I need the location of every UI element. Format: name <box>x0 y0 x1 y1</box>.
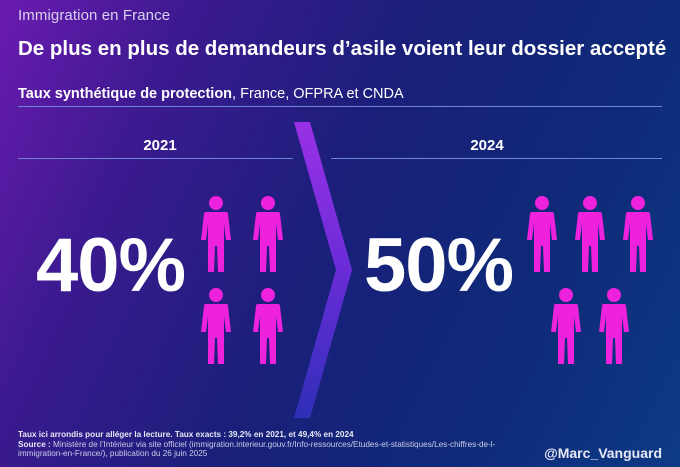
author-handle: @Marc_Vanguard <box>544 445 662 461</box>
rounding-note: Taux ici arrondis pour alléger la lectur… <box>18 430 354 439</box>
page-title: De plus en plus de demandeurs d’asile vo… <box>18 37 667 60</box>
person-icon <box>575 196 605 272</box>
value-2024: 50% <box>364 223 514 308</box>
subtitle: Taux synthétique de protection, France, … <box>18 86 404 102</box>
source-note: Source : Ministère de l’Intérieur via si… <box>18 439 496 459</box>
value-2021: 40% <box>36 223 186 308</box>
subtitle-bold: Taux synthétique de protection <box>18 86 233 102</box>
person-icon <box>201 196 231 272</box>
person-icon <box>201 288 231 364</box>
person-icon <box>253 196 283 272</box>
person-icon <box>623 196 653 272</box>
left-column-divider <box>18 158 293 159</box>
person-icon <box>527 196 557 272</box>
person-figures-2021 <box>201 196 283 364</box>
person-icon <box>599 288 629 364</box>
footnote: Taux ici arrondis pour alléger la lectur… <box>18 430 528 459</box>
kicker: Immigration en France <box>18 7 171 24</box>
year-2024-label: 2024 <box>470 137 504 154</box>
subtitle-rest: , France, OFPRA et CNDA <box>232 86 404 102</box>
chevron-right-icon <box>294 122 352 418</box>
person-icon <box>551 288 581 364</box>
subtitle-divider <box>18 106 662 107</box>
right-column-divider <box>331 158 662 159</box>
person-icon <box>253 288 283 364</box>
year-2021-label: 2021 <box>143 137 177 154</box>
person-figures-2024 <box>527 196 653 364</box>
